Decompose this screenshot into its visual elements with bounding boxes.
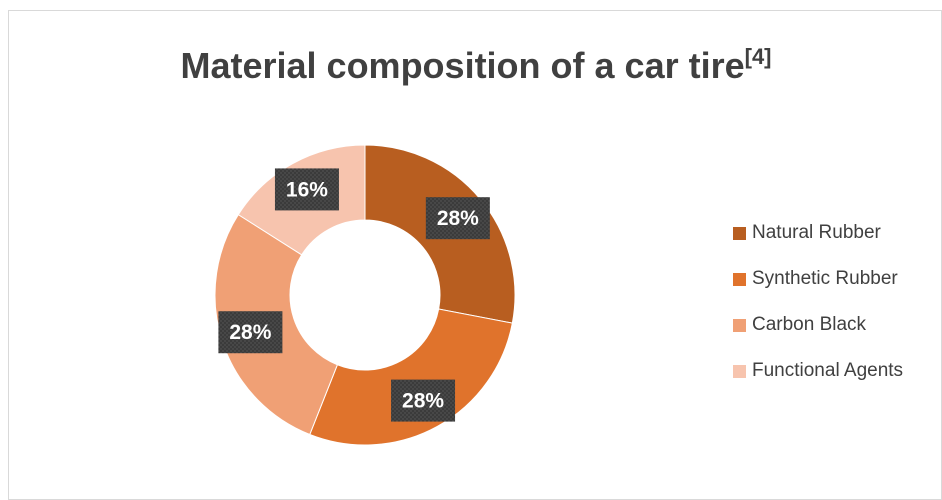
data-label-box — [391, 379, 456, 422]
data-label-box — [218, 311, 283, 354]
legend-item-natural-rubber: Natural Rubber — [733, 219, 942, 249]
legend-item-functional-agents: Functional Agents — [733, 357, 942, 387]
data-label-functional-agents: 16% — [274, 168, 339, 211]
legend-label-carbon-black: Carbon Black — [752, 314, 867, 335]
chart-legend: Natural Rubber Synthetic Rubber Carbon B… — [733, 219, 942, 403]
slice-synthetic-rubber — [309, 308, 513, 446]
data-label-synthetic-rubber: 28% — [391, 379, 456, 422]
legend-swatch-natural-rubber — [733, 227, 746, 240]
data-label-natural-rubber: 28% — [425, 197, 490, 240]
data-label-carbon-black: 28% — [218, 311, 283, 354]
data-label-text: 28% — [229, 321, 271, 344]
chart-title-citation: [4] — [744, 44, 772, 69]
legend-label-natural-rubber: Natural Rubber — [752, 222, 881, 243]
legend-item-carbon-black: Carbon Black — [733, 311, 942, 341]
chart-area: Material composition of a car tire[4] Na… — [8, 10, 942, 500]
data-label-text: 28% — [402, 390, 444, 413]
legend-label-functional-agents: Functional Agents — [752, 360, 904, 381]
data-label-box — [425, 197, 490, 240]
chart-title-text: Material composition of a car tire — [180, 45, 745, 86]
legend-label-synthetic-rubber: Synthetic Rubber — [752, 268, 898, 289]
legend-item-synthetic-rubber: Synthetic Rubber — [733, 265, 942, 295]
legend-swatch-functional-agents — [733, 365, 746, 378]
chart-title: Material composition of a car tire[4] — [9, 45, 942, 87]
legend-swatch-synthetic-rubber — [733, 273, 746, 286]
legend-swatch-carbon-black — [733, 319, 746, 332]
data-label-text: 16% — [286, 178, 328, 201]
data-label-text: 28% — [437, 207, 479, 230]
data-label-box — [274, 168, 339, 211]
